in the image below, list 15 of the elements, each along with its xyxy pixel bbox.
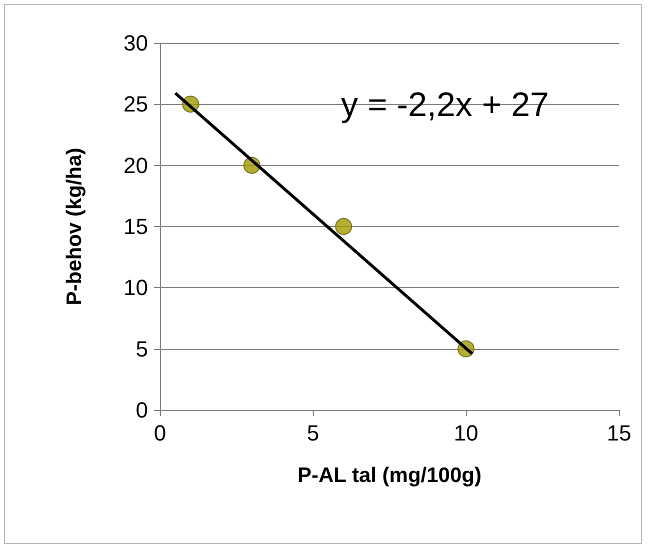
x-tick-label: 15 — [606, 420, 632, 446]
x-axis-title: P-AL tal (mg/100g) — [298, 464, 482, 487]
x-tick-label: 0 — [154, 420, 166, 446]
y-tick-label: 15 — [124, 214, 148, 239]
y-tick-label: 20 — [124, 152, 148, 178]
y-tick-label: 5 — [136, 336, 148, 362]
y-tick-label: 0 — [136, 398, 148, 422]
point — [335, 218, 352, 235]
y-tick-label: 25 — [124, 92, 148, 117]
x-tick-label: 5 — [306, 420, 320, 446]
annotation: y = -2,2x + 27 — [341, 86, 549, 124]
x-tick-label: 10 — [454, 420, 478, 446]
y-axis-title: P-behov (kg/ha) — [63, 148, 86, 306]
y-tick-label: 30 — [124, 30, 148, 56]
y-tick-label: 10 — [124, 275, 148, 300]
